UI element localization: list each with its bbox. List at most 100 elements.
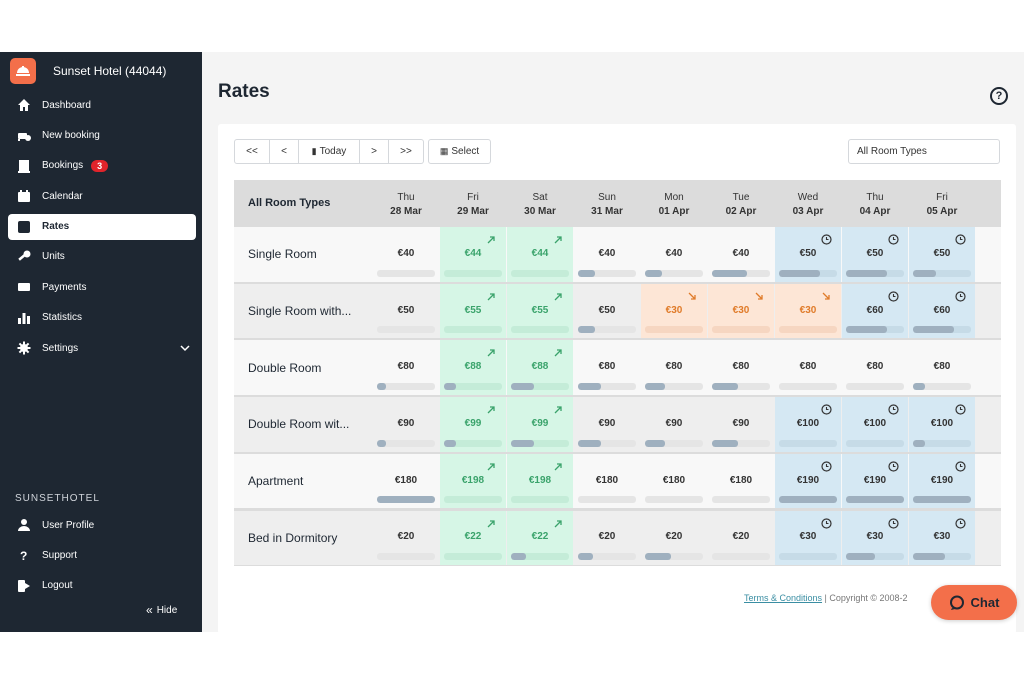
sidebar-item-units[interactable]: Units [8,244,196,270]
sidebar-item-dashboard[interactable]: Dashboard [8,92,196,118]
rate-cell[interactable]: €20 [373,510,439,566]
rate-cell[interactable]: €99 [440,397,506,452]
occupancy-bar [578,269,636,277]
sidebar-item-rates[interactable]: Rates [8,213,196,240]
rate-cell[interactable]: €88 [440,340,506,396]
rate-cell[interactable]: €60 [842,283,908,339]
sidebar-item-support[interactable]: ? Support [8,542,196,568]
rate-cell[interactable]: €180 [373,453,439,509]
rate-cell[interactable]: €198 [440,453,506,509]
home-icon [16,97,32,113]
room-type-label[interactable]: Single Room [234,227,371,282]
rate-cell[interactable]: €40 [574,227,640,282]
rate-cell[interactable]: €90 [641,397,707,452]
rate-cell[interactable]: €90 [708,397,774,452]
room-type-label[interactable]: Double Room [234,340,371,396]
prev-button[interactable]: < [270,139,299,164]
select-button[interactable]: ▦ Select [428,139,491,164]
hotel-header[interactable]: Sunset Hotel (44044) [10,58,166,84]
rate-cell[interactable]: €20 [708,510,774,566]
rate-cell[interactable]: €80 [373,340,439,396]
rate-cell[interactable]: €190 [842,453,908,509]
rate-cell[interactable]: €198 [507,453,573,509]
rate-cell[interactable]: €80 [641,340,707,396]
occupancy-bar [846,269,904,277]
rate-price: €50 [598,304,616,316]
arrow-up-right-icon [553,291,564,302]
sidebar-item-new-booking[interactable]: New booking [8,122,196,148]
rate-cell[interactable]: €80 [708,340,774,396]
rate-cell[interactable]: €40 [373,227,439,282]
occupancy-fill [779,496,837,504]
sidebar-item-bookings[interactable]: Bookings 3 [8,153,196,179]
room-type-label[interactable]: Bed in Dormitory [234,510,371,566]
hide-sidebar-button[interactable]: « Hide [146,603,177,617]
rate-cell[interactable]: €44 [440,227,506,282]
rate-price: €88 [464,361,482,373]
rate-cell[interactable]: €30 [909,510,975,566]
sidebar-item-user-profile[interactable]: User Profile [8,512,196,538]
rate-cell[interactable]: €180 [574,453,640,509]
clock-icon [821,461,832,472]
rate-cell[interactable]: €50 [574,283,640,339]
rate-cell[interactable]: €90 [373,397,439,452]
sidebar-item-logout[interactable]: Logout [8,573,196,599]
occupancy-bar [511,496,569,504]
rate-cell[interactable]: €180 [708,453,774,509]
rate-cell[interactable]: €99 [507,397,573,452]
room-type-label[interactable]: Double Room wit... [234,397,371,452]
rate-cell[interactable]: €22 [507,510,573,566]
rate-cell[interactable]: €30 [775,283,841,339]
sidebar-item-settings[interactable]: Settings [8,335,196,361]
rate-cell[interactable]: €100 [909,397,975,452]
rate-cell[interactable]: €100 [775,397,841,452]
help-icon[interactable]: ? [990,87,1008,105]
occupancy-bar [779,496,837,504]
day-header: Sun 31 Mar [574,180,640,225]
rate-cell[interactable]: €22 [440,510,506,566]
svg-text:?: ? [20,549,27,562]
rate-cell[interactable]: €190 [775,453,841,509]
rate-cell[interactable]: €100 [842,397,908,452]
rate-cell[interactable]: €180 [641,453,707,509]
today-button[interactable]: ▮ Today [299,139,360,164]
rate-cell[interactable]: €50 [373,283,439,339]
rate-price: €90 [598,417,616,429]
next-button[interactable]: > [360,139,389,164]
rate-cell[interactable]: €80 [909,340,975,396]
rate-price: €80 [866,361,884,373]
rate-cell[interactable]: €190 [909,453,975,509]
rate-cell[interactable]: €40 [641,227,707,282]
rate-cell[interactable]: €80 [775,340,841,396]
rate-cell[interactable]: €88 [507,340,573,396]
terms-link[interactable]: Terms & Conditions [744,593,823,603]
chat-button[interactable]: Chat [931,585,1017,620]
rate-cell[interactable]: €50 [909,227,975,282]
rate-cell[interactable]: €20 [641,510,707,566]
rate-cell[interactable]: €44 [507,227,573,282]
rate-cell[interactable]: €20 [574,510,640,566]
rate-cell[interactable]: €50 [775,227,841,282]
first-page-button[interactable]: << [234,139,270,164]
rate-cell[interactable]: €30 [708,283,774,339]
rate-cell[interactable]: €50 [842,227,908,282]
room-type-label[interactable]: Apartment [234,453,371,509]
rate-cell[interactable]: €40 [708,227,774,282]
rate-cell[interactable]: €30 [775,510,841,566]
rate-cell[interactable]: €55 [440,283,506,339]
rate-cell[interactable]: €80 [842,340,908,396]
room-type-filter-select[interactable]: All Room Types [848,139,1000,164]
rate-cell[interactable]: €60 [909,283,975,339]
room-type-label[interactable]: Single Room with... [234,283,371,339]
rate-cell[interactable]: €30 [641,283,707,339]
rate-cell[interactable]: €90 [574,397,640,452]
day-date: 03 Apr [792,206,824,217]
rate-cell[interactable]: €80 [574,340,640,396]
rate-cell[interactable]: €55 [507,283,573,339]
sidebar-item-calendar[interactable]: Calendar [8,183,196,209]
sidebar-item-statistics[interactable]: Statistics [8,305,196,331]
last-page-button[interactable]: >> [389,139,424,164]
rate-price: €190 [863,474,887,486]
rate-cell[interactable]: €30 [842,510,908,566]
sidebar-item-payments[interactable]: Payments [8,274,196,300]
